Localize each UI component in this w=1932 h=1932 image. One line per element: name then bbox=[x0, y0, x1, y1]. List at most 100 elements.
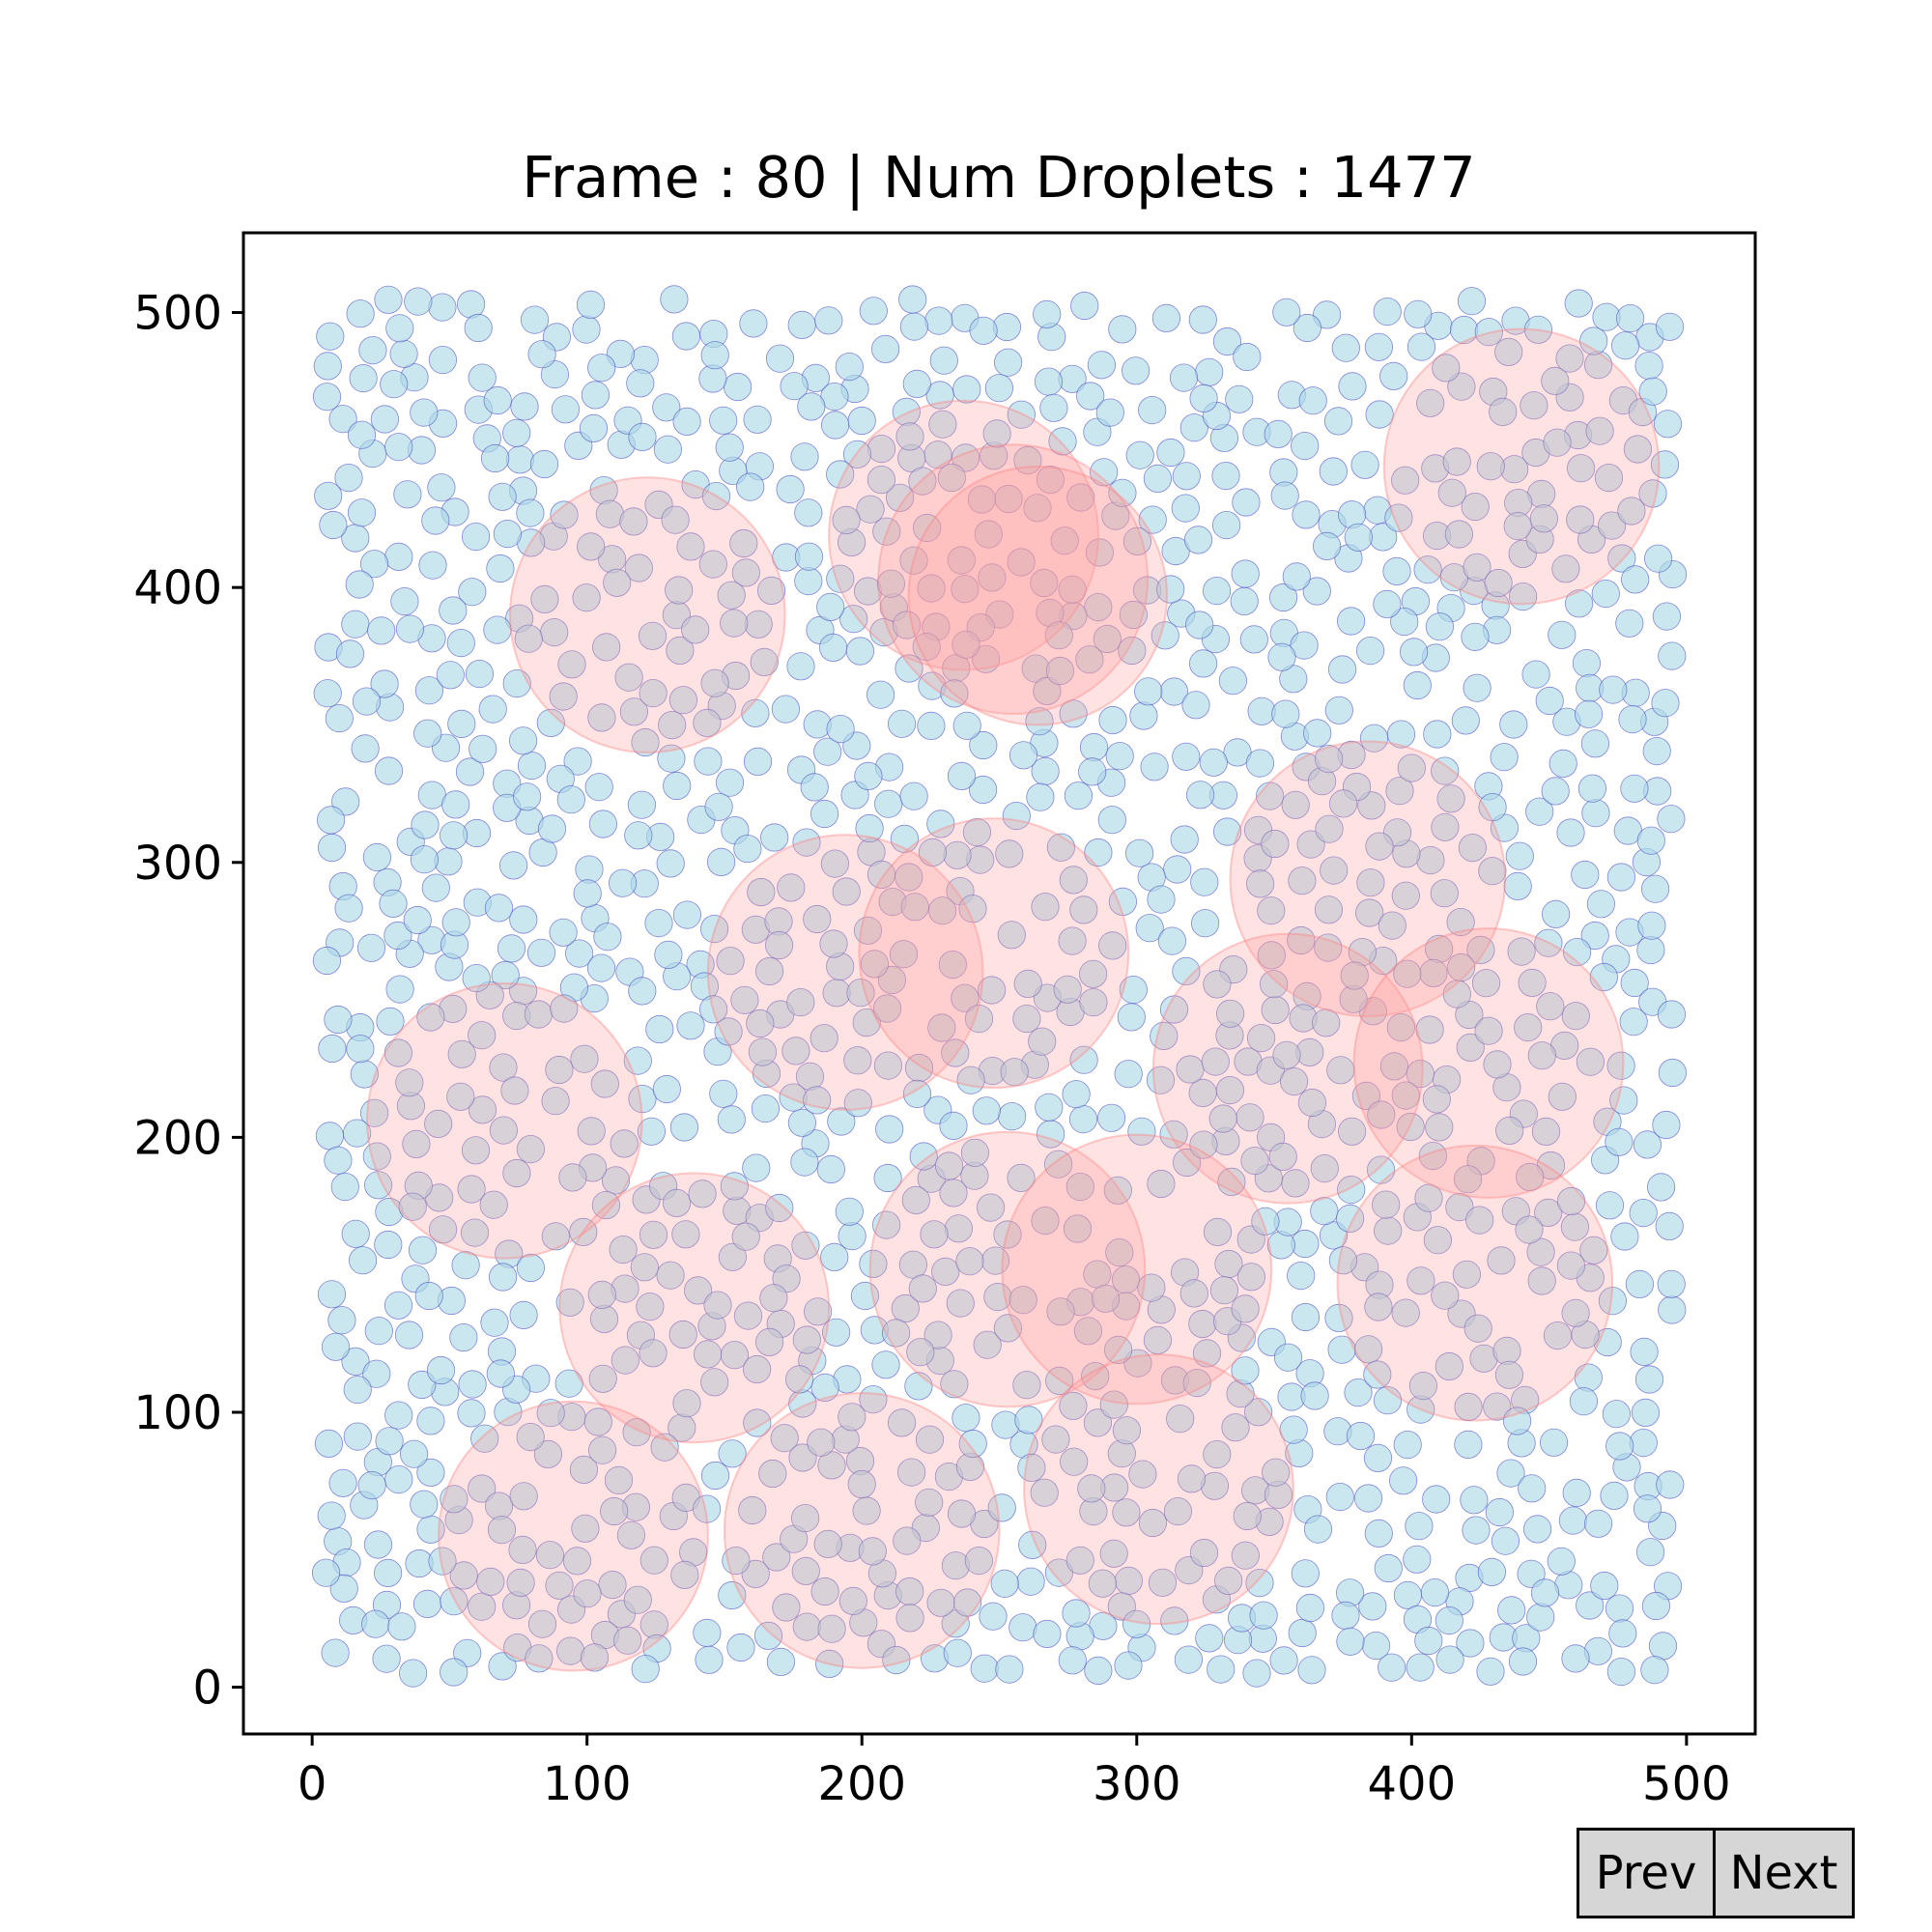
droplet-point bbox=[1310, 1154, 1339, 1183]
droplet-point bbox=[1531, 1117, 1561, 1147]
droplet-point bbox=[1415, 1015, 1444, 1044]
y-tick-label: 100 bbox=[133, 1386, 222, 1440]
droplet-point bbox=[1087, 351, 1117, 380]
droplet-point bbox=[312, 946, 341, 976]
droplet-point bbox=[993, 1220, 1022, 1249]
droplet-point bbox=[1203, 1440, 1232, 1469]
droplet-point bbox=[1240, 1147, 1269, 1176]
droplet-point bbox=[1179, 413, 1208, 442]
droplet-point bbox=[525, 1644, 554, 1673]
droplet-point bbox=[1484, 568, 1513, 598]
droplet-point bbox=[688, 1179, 717, 1208]
droplet-point bbox=[1156, 575, 1185, 604]
droplet-point bbox=[895, 654, 923, 683]
droplet-point bbox=[335, 639, 365, 668]
droplet-point bbox=[941, 1038, 970, 1067]
droplet-point bbox=[672, 900, 702, 929]
droplet-point bbox=[1640, 1656, 1669, 1685]
droplet-point bbox=[611, 1346, 639, 1375]
droplet-point bbox=[1319, 457, 1348, 486]
droplet-point bbox=[743, 1408, 772, 1437]
droplet-point bbox=[1031, 893, 1060, 922]
droplet-point bbox=[598, 1571, 627, 1600]
droplet-point bbox=[947, 1499, 977, 1528]
droplet-point bbox=[586, 953, 616, 982]
droplet-point bbox=[1535, 686, 1564, 716]
droplet-point bbox=[1203, 1217, 1233, 1247]
droplet-point bbox=[1600, 1481, 1629, 1511]
droplet-point bbox=[1575, 699, 1604, 728]
droplet-point bbox=[751, 1094, 781, 1123]
droplet-point bbox=[1590, 1571, 1619, 1601]
droplet-point bbox=[887, 1408, 917, 1437]
droplet-point bbox=[656, 849, 685, 878]
droplet-point bbox=[694, 747, 723, 776]
droplet-point bbox=[1172, 462, 1201, 491]
x-tick-label: 0 bbox=[298, 1757, 327, 1811]
droplet-point bbox=[427, 473, 456, 502]
droplet-point bbox=[1542, 899, 1571, 929]
droplet-point bbox=[1143, 1325, 1173, 1355]
prev-button[interactable]: Prev bbox=[1577, 1828, 1716, 1918]
droplet-point bbox=[1350, 450, 1379, 479]
droplet-point bbox=[1487, 1246, 1516, 1275]
droplet-point bbox=[1159, 995, 1189, 1024]
droplet-point bbox=[731, 558, 760, 587]
droplet-point bbox=[1063, 1214, 1093, 1243]
droplet-point bbox=[657, 744, 686, 773]
droplet-point bbox=[1095, 398, 1124, 427]
droplet-point bbox=[720, 1172, 749, 1201]
droplet-point bbox=[588, 810, 618, 838]
droplet-point bbox=[1245, 1569, 1274, 1598]
droplet-point bbox=[1336, 1204, 1365, 1234]
droplet-point bbox=[912, 632, 941, 662]
droplet-point bbox=[1572, 648, 1602, 678]
droplet-point bbox=[1454, 1165, 1483, 1194]
droplet-point bbox=[529, 449, 559, 479]
droplet-point bbox=[1288, 867, 1317, 895]
droplet-point bbox=[1129, 701, 1158, 730]
droplet-point bbox=[964, 1005, 994, 1034]
droplet-point bbox=[859, 1249, 888, 1279]
droplet-point bbox=[577, 1117, 606, 1146]
droplet-point bbox=[324, 1146, 353, 1175]
droplet-point bbox=[1058, 1646, 1087, 1675]
next-button[interactable]: Next bbox=[1716, 1828, 1855, 1918]
droplet-point bbox=[1207, 1655, 1236, 1684]
droplet-point bbox=[738, 1495, 767, 1525]
droplet-point bbox=[870, 334, 900, 363]
droplet-point bbox=[516, 498, 545, 527]
droplet-point bbox=[628, 1085, 657, 1114]
droplet-point bbox=[943, 1638, 972, 1667]
droplet-point bbox=[638, 621, 668, 650]
droplet-point bbox=[1435, 1351, 1463, 1381]
droplet-point bbox=[1119, 600, 1149, 630]
droplet-point bbox=[470, 1424, 499, 1453]
droplet-point bbox=[385, 314, 414, 343]
droplet-point bbox=[468, 1095, 497, 1124]
droplet-point bbox=[653, 435, 683, 464]
droplet-point bbox=[1264, 419, 1293, 448]
droplet-point bbox=[1012, 1005, 1041, 1034]
droplet-point bbox=[1340, 961, 1369, 990]
droplet-point bbox=[1623, 435, 1653, 464]
droplet-point bbox=[803, 1086, 832, 1115]
droplet-point bbox=[1431, 756, 1460, 785]
droplet-point bbox=[1217, 1167, 1246, 1197]
droplet-point bbox=[652, 393, 681, 422]
droplet-point bbox=[577, 532, 606, 561]
droplet-point bbox=[1099, 1539, 1128, 1568]
droplet-point bbox=[1406, 1060, 1435, 1089]
droplet-point bbox=[468, 363, 497, 392]
droplet-point bbox=[486, 554, 515, 583]
droplet-point bbox=[1060, 1447, 1089, 1476]
droplet-point bbox=[352, 687, 382, 716]
droplet-point bbox=[1122, 356, 1151, 385]
droplet-point bbox=[1268, 1142, 1297, 1172]
droplet-point bbox=[720, 609, 749, 638]
droplet-point bbox=[661, 505, 690, 534]
droplet-point bbox=[590, 1069, 619, 1098]
droplet-point bbox=[1476, 1657, 1505, 1686]
droplet-point bbox=[1099, 1390, 1128, 1419]
droplet-point bbox=[1586, 890, 1616, 919]
